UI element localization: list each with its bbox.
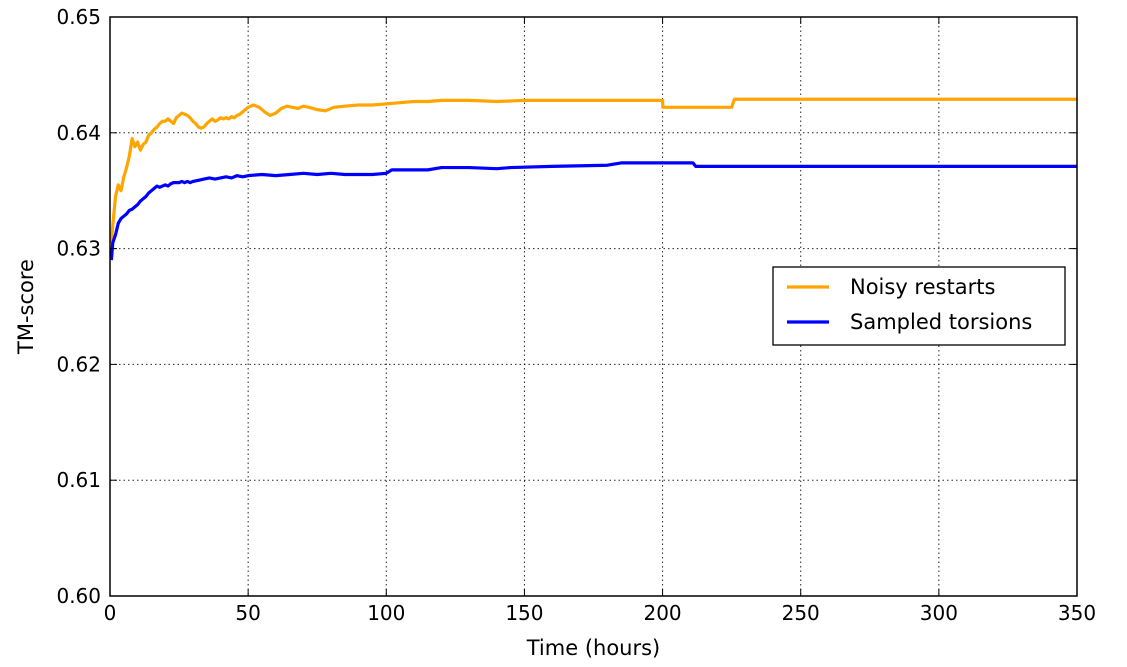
x-tick-label: 150	[505, 601, 543, 625]
x-tick-label: 250	[782, 601, 820, 625]
legend-label-sampled-torsions: Sampled torsions	[850, 310, 1032, 334]
legend-box	[772, 266, 1066, 346]
x-tick-label: 300	[920, 601, 958, 625]
x-tick-label: 200	[643, 601, 681, 625]
y-tick-label: 0.62	[56, 352, 101, 376]
y-tick-label: 0.60	[56, 584, 101, 608]
x-tick-label: 0	[104, 601, 117, 625]
y-axis-label: TM-score	[14, 259, 38, 355]
y-tick-label: 0.65	[56, 5, 101, 29]
x-tick-label: 100	[367, 601, 405, 625]
legend: Noisy restarts Sampled torsions	[772, 266, 1066, 346]
y-tick-label: 0.63	[56, 237, 101, 261]
x-tick-label: 50	[235, 601, 260, 625]
legend-label-noisy-restarts: Noisy restarts	[850, 275, 995, 299]
series-line-sampled-torsions	[109, 161, 1077, 261]
axis-ticks: 0 50 100 150 200 250 300 350 0.60 0.61 0.62 0.63 0.6…	[56, 5, 1096, 625]
y-tick-label: 0.61	[56, 468, 101, 492]
series-line-noisy-restarts	[109, 97, 1077, 243]
plot-area-frame	[109, 16, 1078, 597]
x-axis-label: Time (hours)	[526, 636, 661, 660]
series-layer	[109, 97, 1077, 261]
x-tick-label: 350	[1058, 601, 1096, 625]
y-tick-label: 0.64	[56, 121, 101, 145]
